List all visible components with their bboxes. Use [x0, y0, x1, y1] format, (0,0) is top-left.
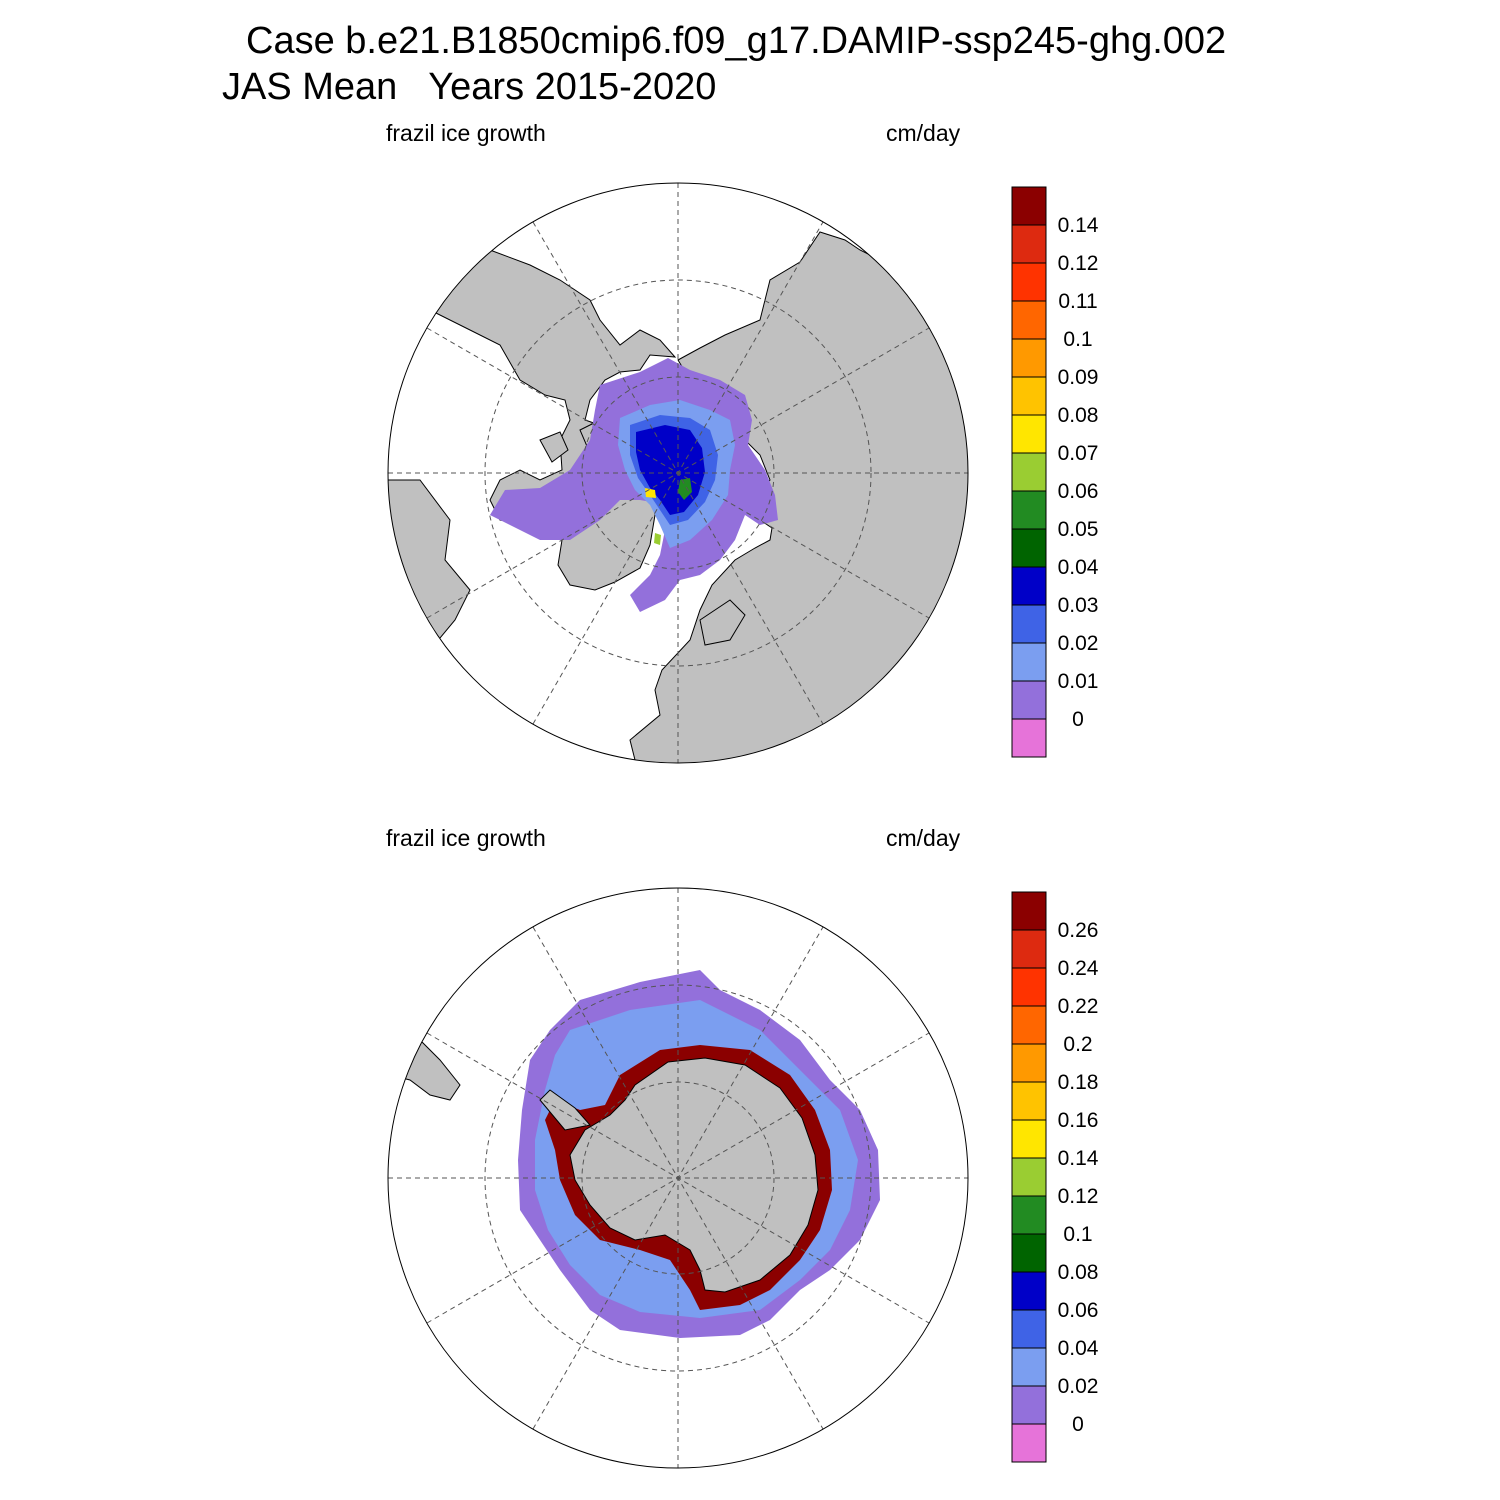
colorbar-tick-label: 0.01	[1058, 670, 1099, 693]
colorbar-swatch	[1011, 680, 1047, 720]
colorbar-tick-label: 0.02	[1058, 1375, 1099, 1398]
colorbar-swatch	[1011, 490, 1047, 530]
colorbar-tick-label: 0.18	[1058, 1071, 1099, 1094]
colorbar-swatch	[1011, 718, 1047, 758]
figure-title-season: JAS Mean Years 2015-2020	[222, 66, 717, 108]
north-panel-variable-label: frazil ice growth	[386, 120, 546, 146]
colorbar-tick-label: 0.12	[1058, 252, 1099, 275]
colorbar-swatch	[1011, 262, 1047, 302]
colorbar-tick-label: 0.11	[1058, 290, 1097, 313]
colorbar-tick-label: 0.06	[1058, 480, 1099, 503]
colorbar-tick-label: 0.24	[1058, 957, 1099, 980]
colorbar-swatch	[1011, 566, 1047, 606]
colorbar-tick-label: 0.02	[1058, 632, 1099, 655]
colorbar-swatch	[1011, 414, 1047, 454]
colorbar-tick-label: 0.12	[1058, 1185, 1099, 1208]
north-panel-units-label: cm/day	[886, 120, 961, 146]
colorbar-swatch	[1011, 338, 1047, 378]
north-colorbar: 0.14 0.12 0.11 0.1 0.09 0.08 0.07 0.06 0.05 0.04 0…	[1011, 186, 1099, 758]
colorbar-tick-label: 0.22	[1058, 995, 1099, 1018]
figure-title-case: Case b.e21.B1850cmip6.f09_g17.DAMIP-ssp2…	[246, 20, 1227, 62]
antarctica-land	[569, 1057, 819, 1293]
colorbar-swatch	[1011, 642, 1047, 682]
colorbar-tick-label: 0.07	[1058, 442, 1099, 465]
colorbar-tick-label: 0.05	[1058, 518, 1099, 541]
colorbar-tick-label: 0.04	[1058, 1337, 1099, 1360]
colorbar-swatch	[1011, 186, 1047, 226]
colorbar-swatch	[1011, 1233, 1047, 1273]
colorbar-swatch	[1011, 1347, 1047, 1387]
colorbar-swatch	[1011, 452, 1047, 492]
colorbar-tick-label: 0	[1072, 1413, 1084, 1436]
colorbar-swatch	[1011, 528, 1047, 568]
colorbar-swatch	[1011, 1423, 1047, 1463]
colorbar-tick-label: 0.08	[1058, 404, 1099, 427]
colorbar-tick-label: 0.14	[1058, 1147, 1099, 1170]
colorbar-tick-label: 0.16	[1058, 1109, 1099, 1132]
colorbar-swatch	[1011, 1005, 1047, 1045]
colorbar-swatch	[1011, 604, 1047, 644]
colorbar-swatch	[1011, 967, 1047, 1007]
south-colorbar: 0.26 0.24 0.22 0.2 0.18 0.16 0.14 0.12 0.1 0.08 0.…	[1011, 891, 1099, 1463]
colorbar-swatch	[1011, 1157, 1047, 1197]
colorbar-tick-label: 0	[1072, 708, 1084, 731]
colorbar-tick-label: 0.1	[1063, 328, 1092, 351]
colorbar-swatch	[1011, 376, 1047, 416]
colorbar-tick-label: 0.08	[1058, 1261, 1099, 1284]
colorbar-swatch	[1011, 1309, 1047, 1349]
colorbar-tick-label: 0.06	[1058, 1299, 1099, 1322]
colorbar-tick-label: 0.14	[1058, 214, 1099, 237]
north-polar-map	[387, 182, 969, 764]
colorbar-swatch	[1011, 1195, 1047, 1235]
colorbar-tick-label: 0.2	[1063, 1033, 1092, 1056]
colorbar-swatch	[1011, 891, 1047, 931]
colorbar-tick-label: 0.04	[1058, 556, 1099, 579]
colorbar-swatch	[1011, 1271, 1047, 1311]
colorbar-tick-label: 0.03	[1058, 594, 1099, 617]
colorbar-swatch	[1011, 1119, 1047, 1159]
south-panel-units-label: cm/day	[886, 825, 961, 851]
colorbar-swatch	[1011, 929, 1047, 969]
south-panel-variable-label: frazil ice growth	[386, 825, 546, 851]
colorbar-tick-label: 0.09	[1058, 366, 1099, 389]
colorbar-swatch	[1011, 1385, 1047, 1425]
colorbar-swatch	[1011, 1081, 1047, 1121]
colorbar-swatch	[1011, 1043, 1047, 1083]
colorbar-tick-label: 0.26	[1058, 919, 1099, 942]
colorbar-swatch	[1011, 300, 1047, 340]
south-polar-map	[387, 887, 969, 1469]
colorbar-tick-label: 0.1	[1063, 1223, 1092, 1246]
colorbar-swatch	[1011, 224, 1047, 264]
